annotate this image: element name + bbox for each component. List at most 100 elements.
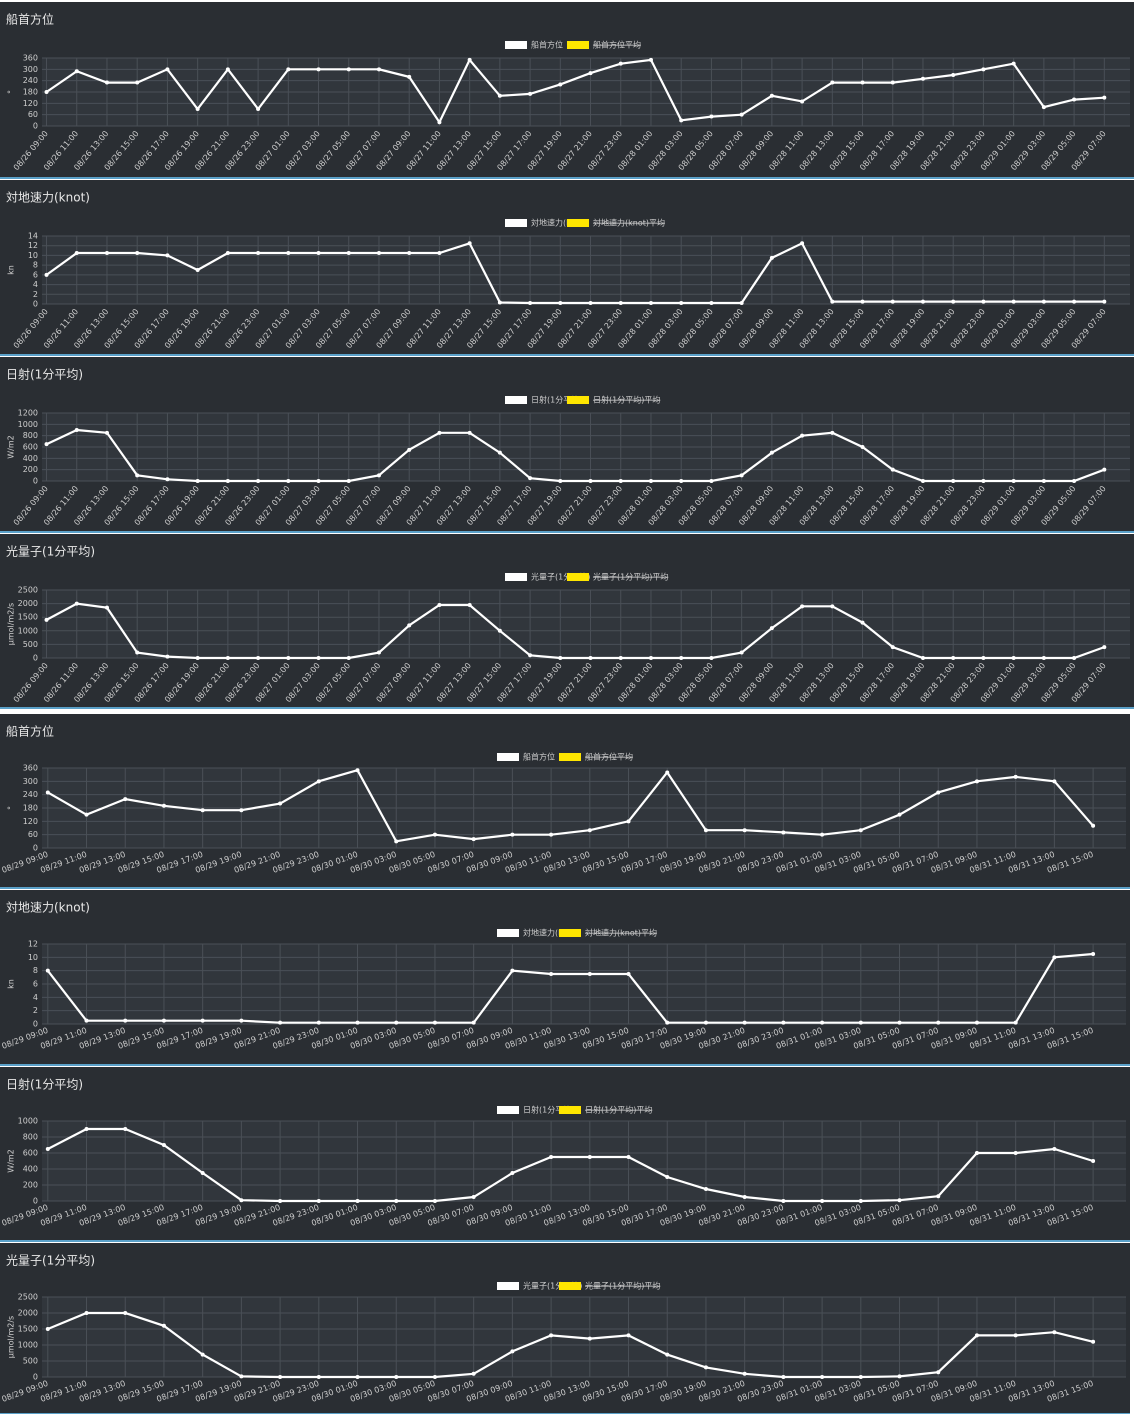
data-point — [974, 1151, 979, 1155]
legend-swatch — [567, 396, 589, 404]
legend-label: 光量子(1分平均) — [531, 572, 590, 582]
data-point — [165, 67, 170, 72]
legend-label: 対地速力(knot) — [531, 218, 587, 228]
data-point — [510, 1349, 515, 1354]
y-tick-label: 2000 — [18, 599, 38, 608]
y-tick-label: 1200 — [18, 409, 38, 418]
data-point — [44, 90, 49, 94]
y-axis-label: kn — [7, 265, 16, 275]
panel-title: 日射(1分平均) — [6, 367, 83, 382]
legend-label: 日射(1分平均) — [531, 395, 582, 405]
y-tick-label: 500 — [23, 640, 38, 649]
data-point — [278, 801, 283, 806]
data-point — [920, 656, 925, 660]
data-point — [104, 251, 109, 255]
data-point — [74, 251, 79, 255]
data-point — [936, 1194, 941, 1199]
y-tick-label: 8 — [33, 966, 38, 975]
data-point — [709, 114, 714, 119]
data-point — [316, 479, 321, 483]
data-point — [618, 479, 623, 483]
data-point — [860, 299, 865, 304]
data-point — [1013, 1333, 1018, 1338]
data-point — [679, 656, 684, 660]
data-point — [135, 80, 140, 85]
y-tick-label: 200 — [23, 465, 38, 474]
data-point — [123, 1018, 128, 1023]
data-point — [497, 93, 502, 98]
data-point — [407, 447, 412, 452]
data-point — [471, 837, 476, 842]
data-point — [510, 1171, 515, 1175]
data-point — [161, 1323, 166, 1328]
data-point — [709, 656, 714, 660]
data-point — [781, 1375, 786, 1379]
data-point — [84, 812, 89, 817]
data-point — [665, 1352, 670, 1357]
data-point — [225, 479, 230, 483]
data-point — [1013, 1020, 1018, 1025]
data-point — [648, 479, 653, 483]
data-point — [739, 650, 744, 655]
data-point — [626, 972, 631, 976]
data-point — [830, 604, 835, 609]
legend-label-hidden: 光量子(1分平均)平均 — [593, 572, 668, 582]
y-tick-label: 0 — [33, 844, 38, 853]
data-point — [981, 67, 986, 72]
data-point — [981, 479, 986, 483]
data-point — [587, 828, 592, 833]
data-point — [858, 1375, 863, 1379]
data-point — [497, 628, 502, 633]
y-tick-label: 4 — [33, 993, 38, 1002]
data-point — [316, 1375, 321, 1379]
data-point — [1011, 299, 1016, 304]
data-point — [860, 80, 865, 85]
y-tick-label: 300 — [23, 65, 38, 74]
data-point — [239, 1198, 244, 1203]
data-point — [830, 80, 835, 85]
data-point — [471, 1195, 476, 1199]
y-tick-label: 0 — [33, 1197, 38, 1206]
data-point — [648, 57, 653, 62]
data-point — [316, 1020, 321, 1025]
data-point — [84, 1127, 89, 1131]
series-line — [47, 768, 1094, 843]
legend-swatch — [567, 41, 589, 49]
legend-swatch — [567, 573, 589, 581]
data-point — [1041, 299, 1046, 304]
legend-label-hidden: 光量子(1分平均)平均 — [585, 1281, 660, 1291]
y-tick-label: 0 — [33, 654, 38, 663]
data-point — [890, 80, 895, 85]
data-point — [45, 1147, 50, 1151]
data-point — [1041, 479, 1046, 483]
data-point — [1102, 467, 1107, 472]
legend-swatch — [497, 929, 519, 937]
data-point — [471, 1020, 476, 1025]
data-point — [316, 1199, 321, 1203]
data-point — [432, 832, 437, 837]
y-tick-label: 120 — [23, 817, 38, 826]
panel-title: 光量子(1分平均) — [6, 545, 95, 559]
data-point — [316, 779, 321, 784]
data-point — [225, 656, 230, 660]
data-point — [648, 656, 653, 660]
data-point — [897, 1198, 902, 1203]
data-point — [1091, 823, 1096, 828]
data-point — [467, 57, 472, 62]
data-point — [665, 1020, 670, 1025]
data-point — [588, 656, 593, 660]
data-point — [165, 253, 170, 258]
y-tick-label: 240 — [23, 76, 38, 85]
legend-label-hidden: 船首方位平均 — [593, 40, 641, 50]
y-axis-label: μmol/m2/s — [7, 1316, 16, 1358]
data-point — [618, 61, 623, 66]
data-point — [437, 602, 442, 607]
legend-swatch — [559, 929, 581, 937]
data-point — [355, 1199, 360, 1203]
legend-swatch — [505, 573, 527, 581]
data-point — [44, 442, 49, 447]
data-point — [84, 1311, 89, 1315]
data-point — [860, 445, 865, 449]
data-point — [588, 479, 593, 483]
